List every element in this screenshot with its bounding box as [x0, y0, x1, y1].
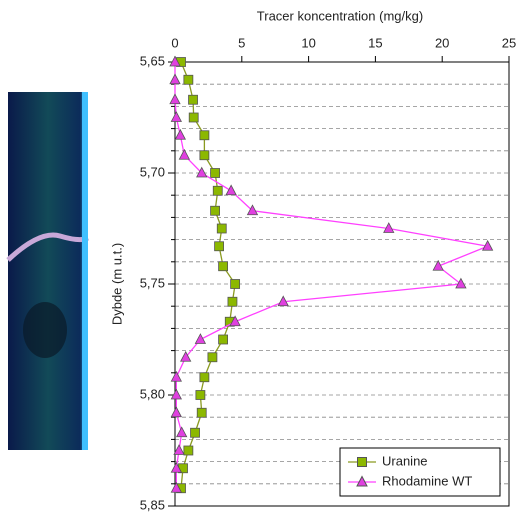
marker: [229, 315, 241, 327]
marker: [188, 94, 198, 105]
marker: [227, 296, 238, 307]
marker: [170, 111, 182, 122]
marker: [212, 185, 223, 196]
marker: [188, 112, 199, 123]
core-photo: [6, 92, 90, 450]
marker: [170, 481, 182, 493]
marker: [383, 222, 395, 233]
y-tick-label: 5,65: [140, 53, 165, 68]
marker: [170, 370, 182, 382]
marker: [169, 93, 181, 105]
y-tick-label: 5,75: [140, 275, 165, 290]
marker: [246, 204, 259, 216]
x-tick-label: 25: [502, 35, 516, 50]
marker: [199, 150, 210, 161]
legend-marker: [357, 457, 367, 467]
series-line: [174, 62, 490, 489]
series-line: [180, 61, 236, 489]
marker: [190, 427, 200, 438]
marker: [199, 372, 210, 383]
y-tick-label: 5,70: [140, 164, 165, 179]
marker: [195, 390, 206, 400]
marker: [176, 426, 188, 438]
marker: [225, 184, 237, 196]
legend-label: Uranine: [382, 453, 428, 468]
marker: [455, 277, 467, 289]
marker: [207, 352, 218, 363]
x-tick-label: 5: [238, 35, 245, 50]
x-tick-label: 0: [171, 35, 178, 50]
marker: [178, 148, 191, 160]
marker: [169, 73, 181, 85]
marker: [170, 388, 182, 400]
marker: [170, 461, 182, 473]
marker: [230, 279, 241, 289]
legend-label: Rhodamine WT: [382, 473, 472, 488]
x-tick-label: 10: [301, 35, 315, 50]
marker: [170, 406, 182, 418]
marker: [194, 333, 207, 344]
marker: [210, 205, 220, 216]
marker: [218, 334, 228, 345]
legend: Uranine Rhodamine WT: [339, 447, 501, 497]
marker: [174, 128, 187, 140]
marker: [218, 261, 228, 272]
y-tick-label: 5,80: [140, 386, 165, 401]
marker: [169, 55, 181, 67]
marker: [180, 350, 192, 362]
marker: [210, 168, 220, 178]
marker: [214, 241, 224, 252]
marker: [216, 223, 227, 234]
marker: [481, 239, 494, 251]
legend-marker: [356, 475, 368, 487]
marker: [432, 259, 444, 271]
marker: [196, 407, 207, 418]
y-tick-label: 5,85: [140, 497, 165, 512]
plot-frame: [174, 61, 510, 507]
marker: [173, 444, 185, 455]
marker: [199, 130, 210, 141]
y-axis-title: Dybde (m u.t.): [109, 243, 124, 325]
marker: [183, 74, 194, 85]
marker: [277, 295, 289, 307]
x-tick-label: 15: [368, 35, 382, 50]
marker: [196, 166, 208, 178]
marker: [183, 445, 194, 456]
x-tick-label: 20: [435, 35, 449, 50]
x-axis-title: Tracer koncentration (mg/kg): [257, 8, 423, 23]
legend-box: [339, 447, 501, 497]
